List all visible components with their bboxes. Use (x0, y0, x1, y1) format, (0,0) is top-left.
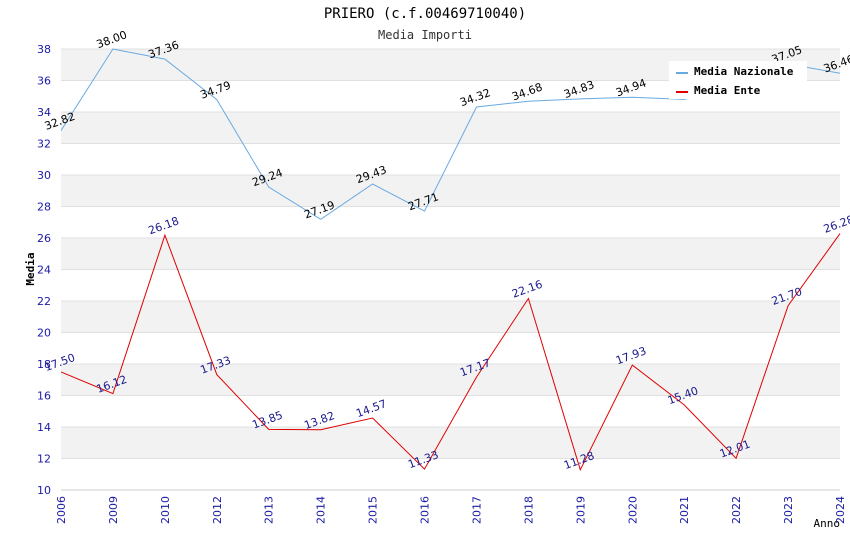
y-tick-label: 10 (37, 484, 51, 497)
x-axis-label: Anno (814, 517, 841, 530)
y-tick-label: 12 (37, 453, 51, 466)
series-line-ente (60, 233, 841, 472)
y-tick-label: 22 (37, 295, 51, 308)
x-tick-label: 2022 (730, 496, 743, 524)
y-tick-label: 20 (37, 327, 51, 340)
data-label: 26.28 (822, 213, 850, 236)
data-label: 34.83 (562, 78, 596, 101)
x-tick-label: 2016 (419, 496, 432, 524)
y-tick-label: 30 (37, 169, 51, 182)
x-tick-label: 2021 (678, 496, 691, 524)
data-label: 14.57 (354, 397, 388, 420)
x-tick-label: 2015 (367, 496, 380, 524)
x-tick-label: 2020 (626, 496, 639, 524)
y-tick-label: 14 (37, 421, 51, 434)
x-tick-label: 2010 (159, 496, 172, 524)
y-tick-label: 16 (37, 390, 51, 403)
x-tick-label: 2009 (107, 496, 120, 524)
chart-subtitle: Media Importi (378, 28, 472, 42)
legend: Media Nazionale Media Ente (669, 61, 807, 99)
y-tick-label: 34 (37, 106, 51, 119)
chart-title: PRIERO (c.f.00469710040) (324, 6, 526, 22)
y-tick-label: 32 (37, 138, 51, 151)
grid-band (61, 112, 840, 144)
grid-band (61, 301, 840, 333)
grid-band (61, 238, 840, 270)
y-tick-labels: 10 12 14 16 18 20 22 24 26 28 30 32 34 36 38 (37, 43, 51, 497)
x-tick-label: 2014 (315, 496, 328, 524)
legend-label-nazionale: Media Nazionale (694, 65, 794, 78)
legend-box (669, 61, 807, 99)
x-tick-labels: 2006 2009 2010 2012 2013 2014 2015 2016 2017 2018… (55, 496, 847, 524)
grid-band (61, 175, 840, 207)
legend-label-ente: Media Ente (694, 84, 761, 97)
grid-band (61, 364, 840, 396)
y-tick-label: 28 (37, 201, 51, 214)
x-tick-label: 2023 (782, 496, 795, 524)
y-tick-label: 36 (37, 75, 51, 88)
x-tick-label: 2017 (470, 496, 483, 524)
x-tick-label: 2018 (522, 496, 535, 524)
data-label: 34.68 (510, 81, 544, 104)
x-tick-label: 2024 (834, 496, 847, 524)
y-axis-label: Media (24, 252, 37, 285)
data-label: 22.16 (510, 278, 544, 301)
x-tick-label: 2013 (263, 496, 276, 524)
grid-bands (61, 49, 840, 459)
y-tick-label: 38 (37, 43, 51, 56)
y-tick-label: 24 (37, 264, 51, 277)
y-tick-label: 18 (37, 358, 51, 371)
gridlines (61, 48, 840, 491)
x-tick-label: 2012 (211, 496, 224, 524)
x-tick-label: 2019 (574, 496, 587, 524)
data-label: 26.18 (147, 214, 181, 237)
y-tick-label: 26 (37, 232, 51, 245)
x-tick-label: 2006 (55, 496, 68, 524)
data-label: 38.00 (95, 28, 129, 51)
